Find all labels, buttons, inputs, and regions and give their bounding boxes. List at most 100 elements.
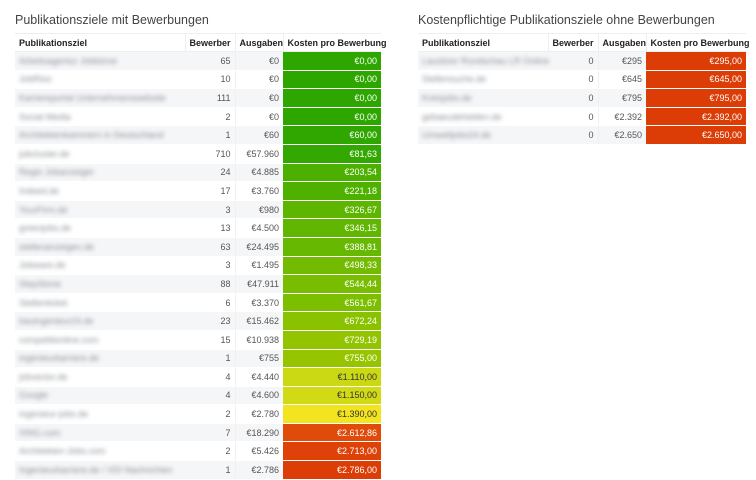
cell-publikationsziel: gebaeudehelden.de <box>418 107 548 127</box>
table-row[interactable]: jobvector.de 4 €4.440 €1.110,00 <box>15 367 381 387</box>
table-row[interactable]: Architektenkammern in Deutschland 1 €60 €60… <box>15 125 381 145</box>
cell-ausgaben: €1.495 <box>235 256 283 276</box>
cell-publikationsziel: Google <box>15 386 185 406</box>
cell-kosten-pro-bewerbung: €729,19 <box>283 330 381 350</box>
cell-bewerber: 7 <box>185 423 236 443</box>
cell-bewerber: 0 <box>548 125 599 145</box>
cell-publikationsziel: StepStone <box>15 274 185 294</box>
table-row[interactable]: stellenanzeigen.de 63 €24.495 €388,81 <box>15 237 381 257</box>
cell-bewerber: 13 <box>185 218 236 238</box>
cell-publikationsziel: Kreisjobs.de <box>418 88 548 108</box>
cell-kosten-pro-bewerbung: €0,00 <box>283 107 381 127</box>
cell-bewerber: 23 <box>185 311 236 331</box>
cell-bewerber: 0 <box>548 107 599 127</box>
cell-publikationsziel: jobvector.de <box>15 367 185 387</box>
table-row[interactable]: Stellensuche.de 0 €645 €645,00 <box>418 70 746 90</box>
cell-kosten-pro-bewerbung: €0,00 <box>283 88 381 108</box>
cell-bewerber: 1 <box>185 349 236 369</box>
cell-ausgaben: €3.370 <box>235 293 283 313</box>
column-header-ausgaben[interactable]: Ausgaben <box>597 33 646 52</box>
cell-ausgaben: €47.911 <box>235 274 283 294</box>
cell-bewerber: 4 <box>185 367 236 387</box>
table-row[interactable]: competitionline.com 15 €10.938 €729,19 <box>15 330 381 350</box>
cell-ausgaben: €980 <box>235 200 283 220</box>
table-header-row: Publikationsziel Bewerber Ausgaben Koste… <box>15 33 387 52</box>
table-row[interactable]: greenjobs.de 13 €4.500 €346,15 <box>15 218 381 238</box>
table-row[interactable]: YourFirm.de 3 €980 €326,67 <box>15 200 381 220</box>
cell-kosten-pro-bewerbung: €0,00 <box>283 51 381 71</box>
column-header-ausgaben[interactable]: Ausgaben <box>234 33 283 52</box>
cell-ausgaben: €15.462 <box>235 311 283 331</box>
cell-publikationsziel: Regio Jobanzeiger <box>15 163 185 183</box>
table-body: Lausitzer Rundschau LR Online 0 €295 €295,0… <box>418 51 746 145</box>
table-row[interactable]: gebaeudehelden.de 0 €2.392 €2.392,00 <box>418 107 746 127</box>
cell-kosten-pro-bewerbung: €498,33 <box>283 256 381 276</box>
cell-publikationsziel: Indeed.de <box>15 181 185 201</box>
table-row[interactable]: bauingenieur24.de 23 €15.462 €672,24 <box>15 311 381 331</box>
cell-kosten-pro-bewerbung: €1.390,00 <box>283 404 381 424</box>
cell-kosten-pro-bewerbung: €2.612,86 <box>283 423 381 443</box>
cell-kosten-pro-bewerbung: €81,63 <box>283 144 381 164</box>
cell-publikationsziel: Jobware.de <box>15 256 185 276</box>
cell-publikationsziel: YourFirm.de <box>15 200 185 220</box>
cell-bewerber: 1 <box>185 125 236 145</box>
table-row[interactable]: Arbeitsagentur Jobbörse 65 €0 €0,00 <box>15 51 381 71</box>
cell-ausgaben: €755 <box>235 349 283 369</box>
table-row[interactable]: jobcluster.de 710 €57.960 €81,63 <box>15 144 381 164</box>
table-row[interactable]: Jobware.de 3 €1.495 €498,33 <box>15 256 381 276</box>
cell-bewerber: 10 <box>185 70 236 90</box>
table-row[interactable]: Stellenticket 6 €3.370 €561,67 <box>15 293 381 313</box>
cell-bewerber: 24 <box>185 163 236 183</box>
table-body: Arbeitsagentur Jobbörse 65 €0 €0,00 JobRiso 1… <box>15 51 381 480</box>
column-header-publikationsziel[interactable]: Publikationsziel <box>418 33 548 52</box>
applications-table: Publikationsziel Bewerber Ausgaben Koste… <box>15 33 387 480</box>
cell-publikationsziel: Stellensuche.de <box>418 70 548 90</box>
table-row[interactable]: Lausitzer Rundschau LR Online 0 €295 €295,0… <box>418 51 746 71</box>
cell-kosten-pro-bewerbung: €795,00 <box>646 88 746 108</box>
column-header-publikationsziel[interactable]: Publikationsziel <box>15 33 185 52</box>
table-row[interactable]: StepStone 88 €47.911 €544,44 <box>15 274 381 294</box>
table-row[interactable]: Karriereportal Unternehmenswebsite 111 €0 €… <box>15 88 381 108</box>
cell-kosten-pro-bewerbung: €2.392,00 <box>646 107 746 127</box>
cell-publikationsziel: Karriereportal Unternehmenswebsite <box>15 88 185 108</box>
table-row[interactable]: Kreisjobs.de 0 €795 €795,00 <box>418 88 746 108</box>
cell-bewerber: 65 <box>185 51 236 71</box>
cell-publikationsziel: greenjobs.de <box>15 218 185 238</box>
column-header-bewerber[interactable]: Bewerber <box>547 33 598 52</box>
table-row[interactable]: XING.com 7 €18.290 €2.612,86 <box>15 423 381 443</box>
table-row[interactable]: Architekten-Jobs.com 2 €5.426 €2.713,00 <box>15 441 381 462</box>
table-panel-without-applications: Kostenpflichtige Publikationsziele ohne … <box>418 12 750 145</box>
column-header-kosten-pro-bewerbung[interactable]: Kosten pro Bewerbung <box>645 33 750 52</box>
cell-bewerber: 4 <box>185 386 236 406</box>
cell-publikationsziel: Arbeitsagentur Jobbörse <box>15 51 185 71</box>
cell-bewerber: 0 <box>548 51 599 71</box>
cell-ausgaben: €57.960 <box>235 144 283 164</box>
cell-kosten-pro-bewerbung: €346,15 <box>283 218 381 238</box>
table-row[interactable]: ingenieurkarriere.de 1 €755 €755,00 <box>15 349 381 369</box>
table-row[interactable]: Indeed.de 17 €3.760 €221,18 <box>15 181 381 201</box>
cell-ausgaben: €645 <box>598 70 646 90</box>
cell-ausgaben: €4.600 <box>235 386 283 406</box>
paid-targets-no-applications-table: Publikationsziel Bewerber Ausgaben Koste… <box>418 33 750 145</box>
cell-ausgaben: €24.495 <box>235 237 283 257</box>
table-row[interactable]: Google 4 €4.600 €1.150,00 <box>15 386 381 406</box>
cell-kosten-pro-bewerbung: €1.110,00 <box>283 367 381 387</box>
cell-ausgaben: €0 <box>235 51 283 71</box>
table-row[interactable]: Ingenieurkarriere.de / VDI Nachrichten 1 €… <box>15 460 381 480</box>
cell-kosten-pro-bewerbung: €203,54 <box>283 163 381 183</box>
table-row[interactable]: Social Media 2 €0 €0,00 <box>15 107 381 127</box>
cell-kosten-pro-bewerbung: €672,24 <box>283 311 381 331</box>
cell-publikationsziel: stellenanzeigen.de <box>15 237 185 257</box>
cell-kosten-pro-bewerbung: €645,00 <box>646 70 746 90</box>
column-header-bewerber[interactable]: Bewerber <box>184 33 235 52</box>
table-row[interactable]: Umweltjobs24.de 0 €2.650 €2.650,00 <box>418 125 746 145</box>
cell-publikationsziel: Umweltjobs24.de <box>418 125 548 145</box>
cell-ausgaben: €795 <box>598 88 646 108</box>
column-header-kosten-pro-bewerbung[interactable]: Kosten pro Bewerbung <box>282 33 387 52</box>
table-row[interactable]: Regio Jobanzeiger 24 €4.885 €203,54 <box>15 163 381 183</box>
cell-bewerber: 15 <box>185 330 236 350</box>
cell-ausgaben: €295 <box>598 51 646 71</box>
table-row[interactable]: JobRiso 10 €0 €0,00 <box>15 70 381 90</box>
table-row[interactable]: ingenieur-jobs.de 2 €2.780 €1.390,00 <box>15 404 381 424</box>
cell-ausgaben: €2.392 <box>598 107 646 127</box>
